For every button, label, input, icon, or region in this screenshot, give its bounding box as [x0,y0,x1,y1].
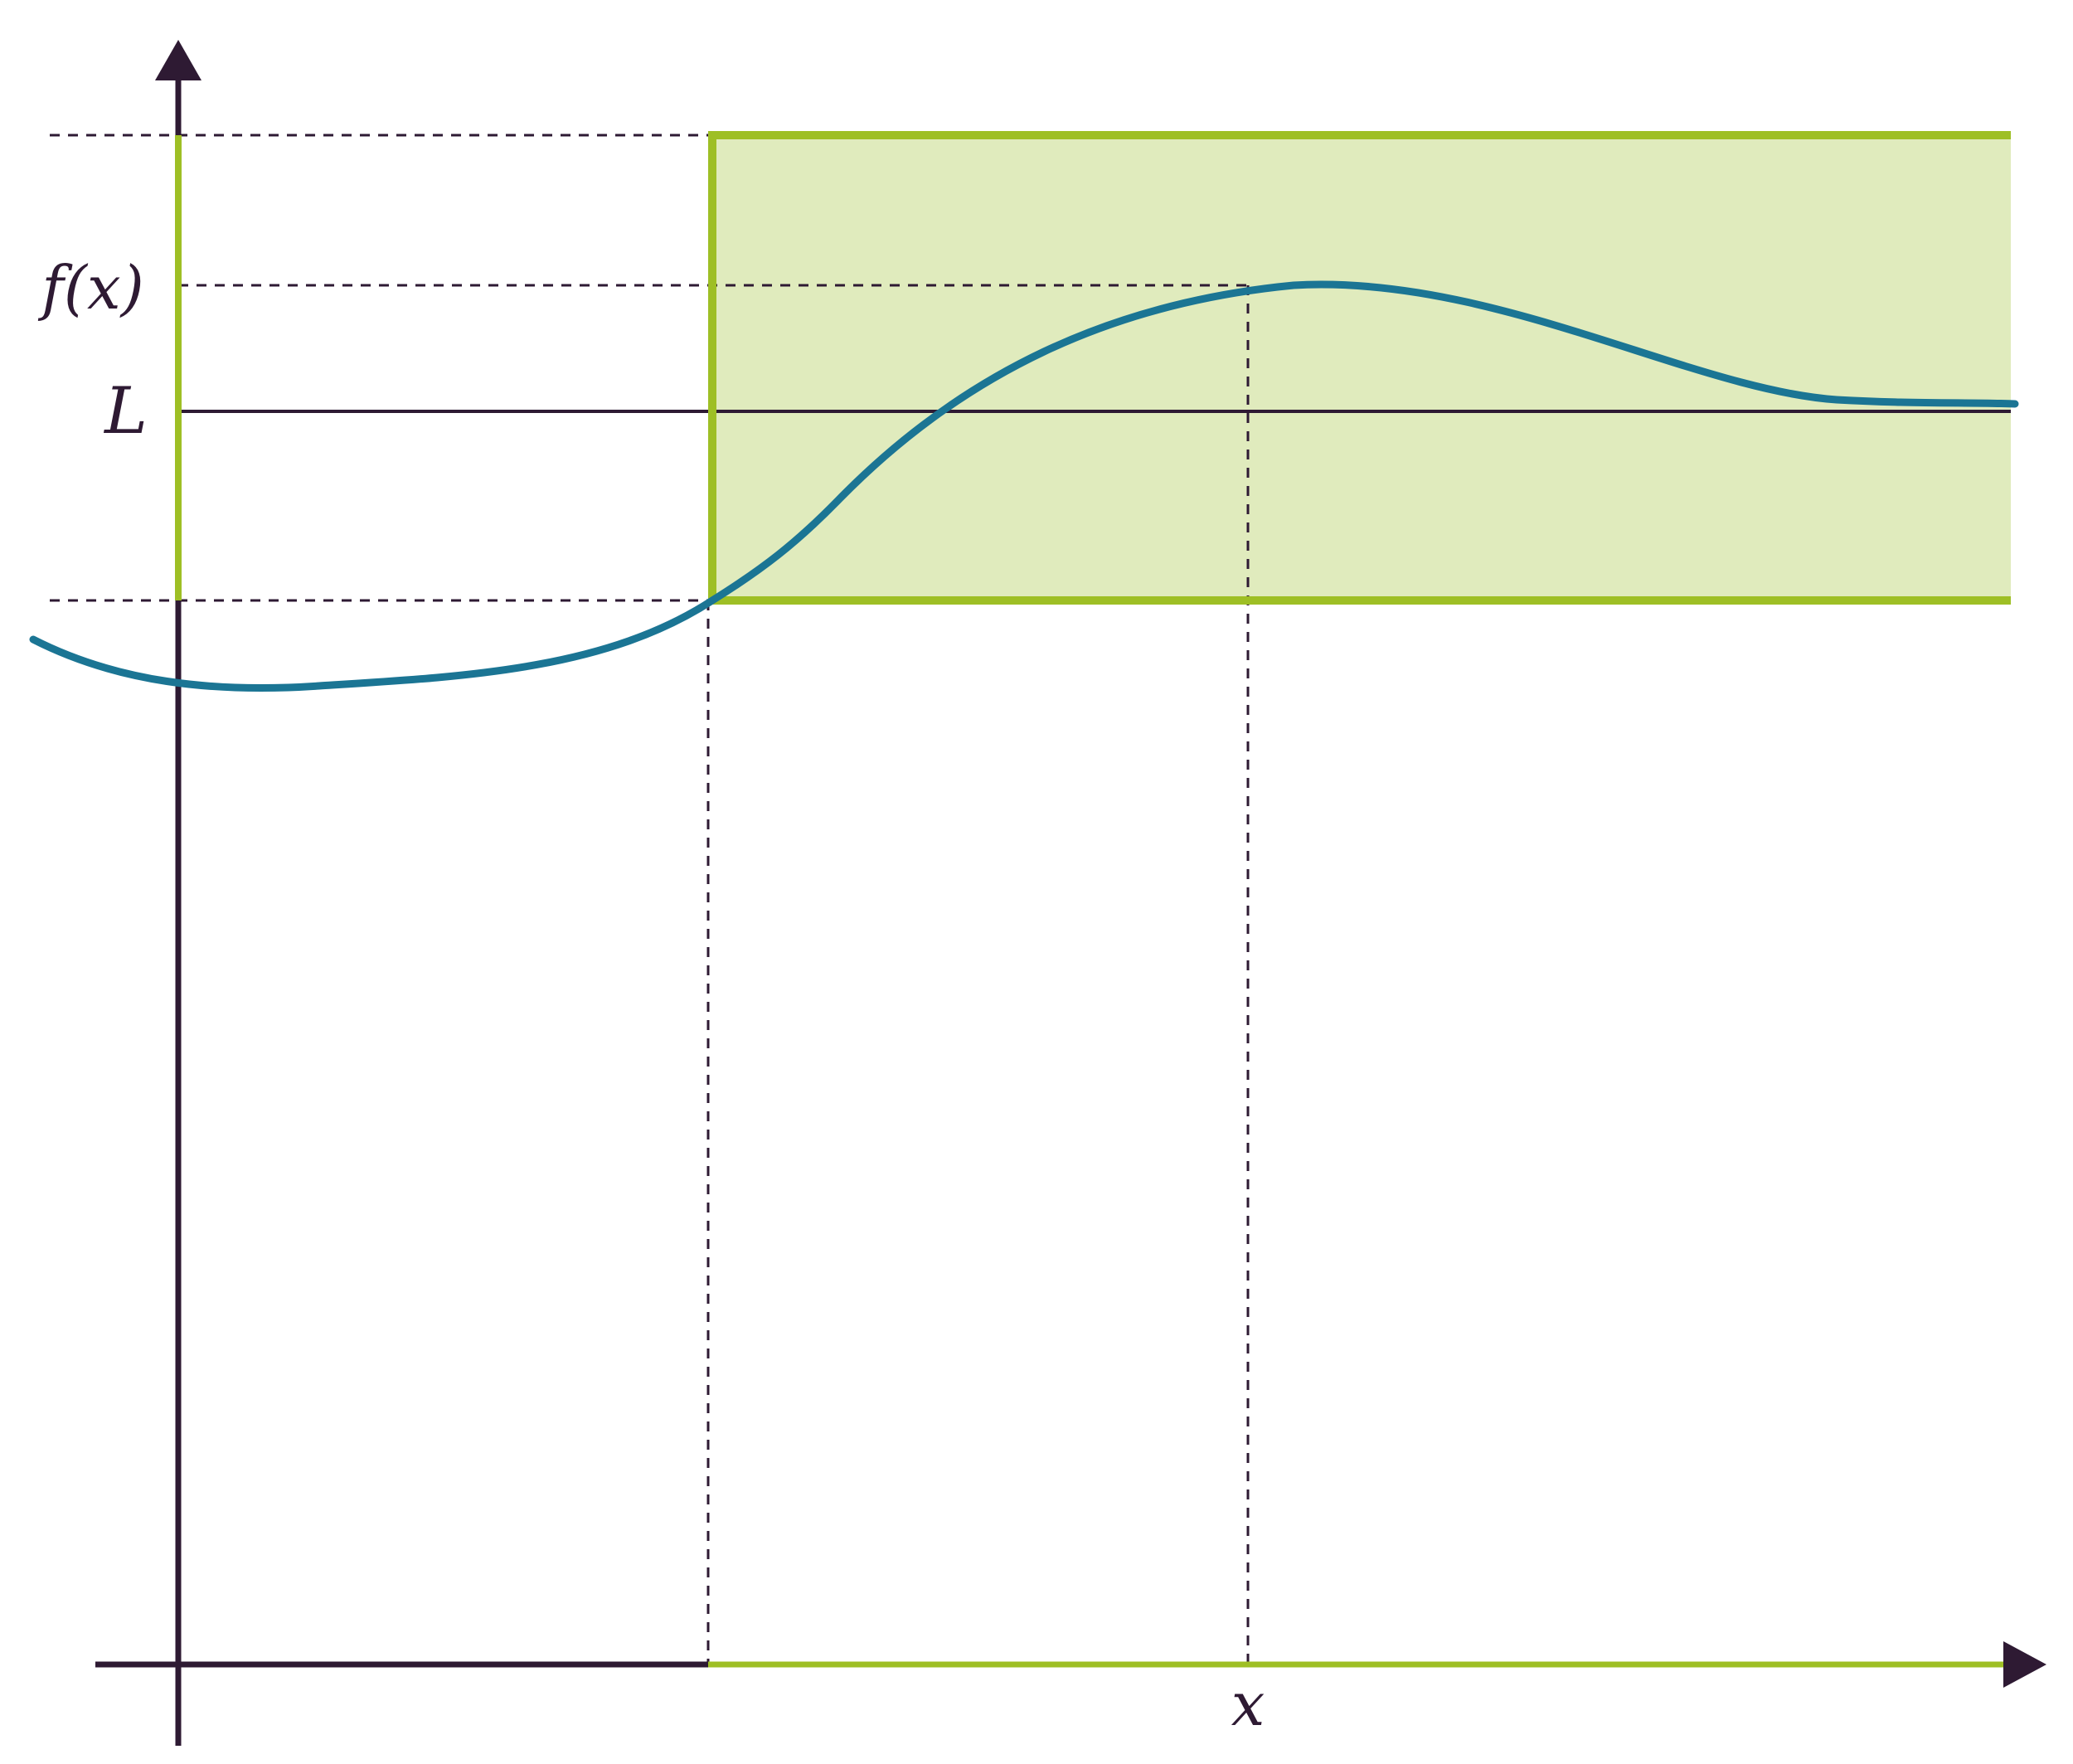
epsilon-band-fill [712,135,2011,600]
x-label: x [1231,1669,1265,1739]
limit-label: L [103,374,148,449]
fx-label: f(x) [37,253,143,323]
x-axis-arrowhead [2003,1641,2046,1688]
y-axis-arrowhead [155,40,201,80]
epsilon-band-outline [708,131,2011,605]
function-curve [29,280,2019,692]
